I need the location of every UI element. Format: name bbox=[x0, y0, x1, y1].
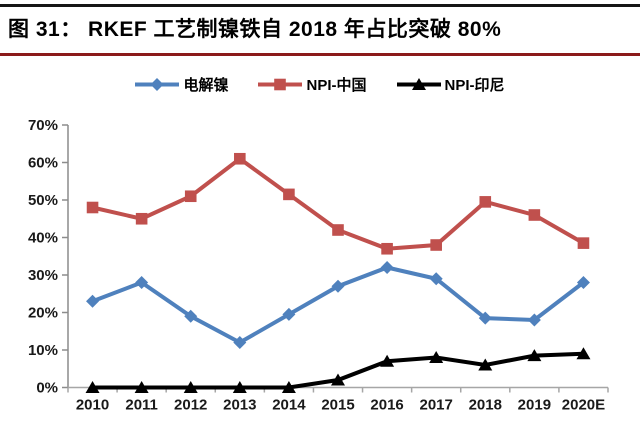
legend-marker-triangle-icon bbox=[396, 78, 441, 90]
legend-label-0: 电解镍 bbox=[183, 77, 229, 94]
triangle-marker-icon bbox=[183, 381, 198, 393]
x-axis-tick-label: 2020E bbox=[562, 397, 605, 414]
diamond-marker-icon bbox=[429, 272, 443, 286]
diamond-marker-icon bbox=[233, 336, 247, 349]
y-axis-tick-label: 40% bbox=[28, 230, 58, 247]
x-axis-tick-label: 2015 bbox=[321, 397, 354, 414]
x-axis-tick-label: 2014 bbox=[272, 397, 306, 414]
y-axis-tick-label: 20% bbox=[28, 305, 58, 322]
diamond-marker-icon bbox=[135, 276, 149, 289]
x-axis-tick-label: 2013 bbox=[223, 397, 256, 414]
y-axis-tick-label: 70% bbox=[28, 117, 58, 134]
diamond-marker-icon bbox=[331, 279, 345, 293]
x-axis-tick-label: 2010 bbox=[76, 397, 109, 414]
series-NPI-中国 bbox=[86, 152, 590, 255]
triangle-marker-icon bbox=[232, 381, 247, 393]
x-axis-tick-label: 2017 bbox=[419, 397, 452, 414]
diamond-marker-icon bbox=[380, 261, 394, 274]
square-marker-icon bbox=[528, 209, 541, 221]
diamond-marker-icon bbox=[478, 311, 492, 325]
triangle-marker-icon bbox=[527, 349, 542, 362]
diamond-marker-icon bbox=[184, 309, 198, 323]
square-marker-icon bbox=[430, 239, 442, 251]
triangle-marker-icon bbox=[134, 381, 149, 393]
triangle-marker-icon bbox=[576, 347, 591, 360]
square-marker-icon bbox=[381, 242, 393, 255]
series-电解镍 bbox=[86, 261, 590, 349]
title-underline bbox=[0, 53, 640, 56]
diamond-marker-icon bbox=[576, 276, 590, 289]
square-marker-icon bbox=[86, 201, 99, 214]
square-marker-icon bbox=[479, 196, 492, 208]
square-marker-icon bbox=[234, 152, 246, 165]
y-axis-tick-label: 10% bbox=[28, 342, 58, 359]
x-axis-tick-label: 2016 bbox=[370, 397, 403, 414]
triangle-marker-icon bbox=[429, 351, 444, 363]
legend-label-1: NPI-中国 bbox=[306, 77, 367, 94]
diamond-marker-icon bbox=[527, 313, 541, 327]
legend: 电解镍 NPI-中国 NPI-印尼 bbox=[0, 74, 640, 95]
triangle-marker-icon bbox=[380, 354, 395, 367]
y-axis-tick-label: 0% bbox=[36, 380, 58, 397]
square-marker-icon bbox=[577, 237, 590, 249]
legend-item-0: 电解镍 bbox=[135, 74, 228, 95]
y-axis-tick-label: 50% bbox=[28, 192, 58, 209]
x-axis-tick-label: 2011 bbox=[125, 397, 158, 414]
diamond-marker-icon bbox=[282, 307, 296, 321]
legend-marker-square-icon bbox=[258, 78, 303, 91]
series-NPI-印尼 bbox=[85, 347, 591, 393]
square-marker-icon bbox=[332, 224, 344, 236]
triangle-marker-icon bbox=[478, 358, 493, 371]
legend-item-2: NPI-印尼 bbox=[396, 74, 505, 95]
diamond-marker-icon bbox=[86, 294, 100, 308]
triangle-marker-icon bbox=[281, 381, 296, 393]
square-marker-icon bbox=[135, 212, 148, 225]
legend-marker-diamond-icon bbox=[135, 78, 180, 91]
series-line-0 bbox=[91, 265, 585, 345]
legend-label-2: NPI-印尼 bbox=[444, 77, 505, 94]
y-axis-tick-label: 30% bbox=[28, 267, 58, 284]
triangle-marker-icon bbox=[85, 381, 100, 393]
y-axis-tick-label: 60% bbox=[28, 155, 58, 172]
x-axis-tick-label: 2019 bbox=[518, 397, 551, 414]
square-marker-icon bbox=[184, 190, 197, 203]
triangle-marker-icon bbox=[331, 373, 345, 386]
square-marker-icon bbox=[283, 188, 295, 201]
legend-item-1: NPI-中国 bbox=[258, 74, 367, 95]
x-axis-tick-label: 2018 bbox=[469, 397, 502, 414]
figure-title: 图 31： RKEF 工艺制镍铁自 2018 年占比突破 80% bbox=[8, 18, 502, 41]
x-axis-tick-label: 2012 bbox=[174, 397, 207, 414]
top-rule bbox=[0, 4, 640, 7]
